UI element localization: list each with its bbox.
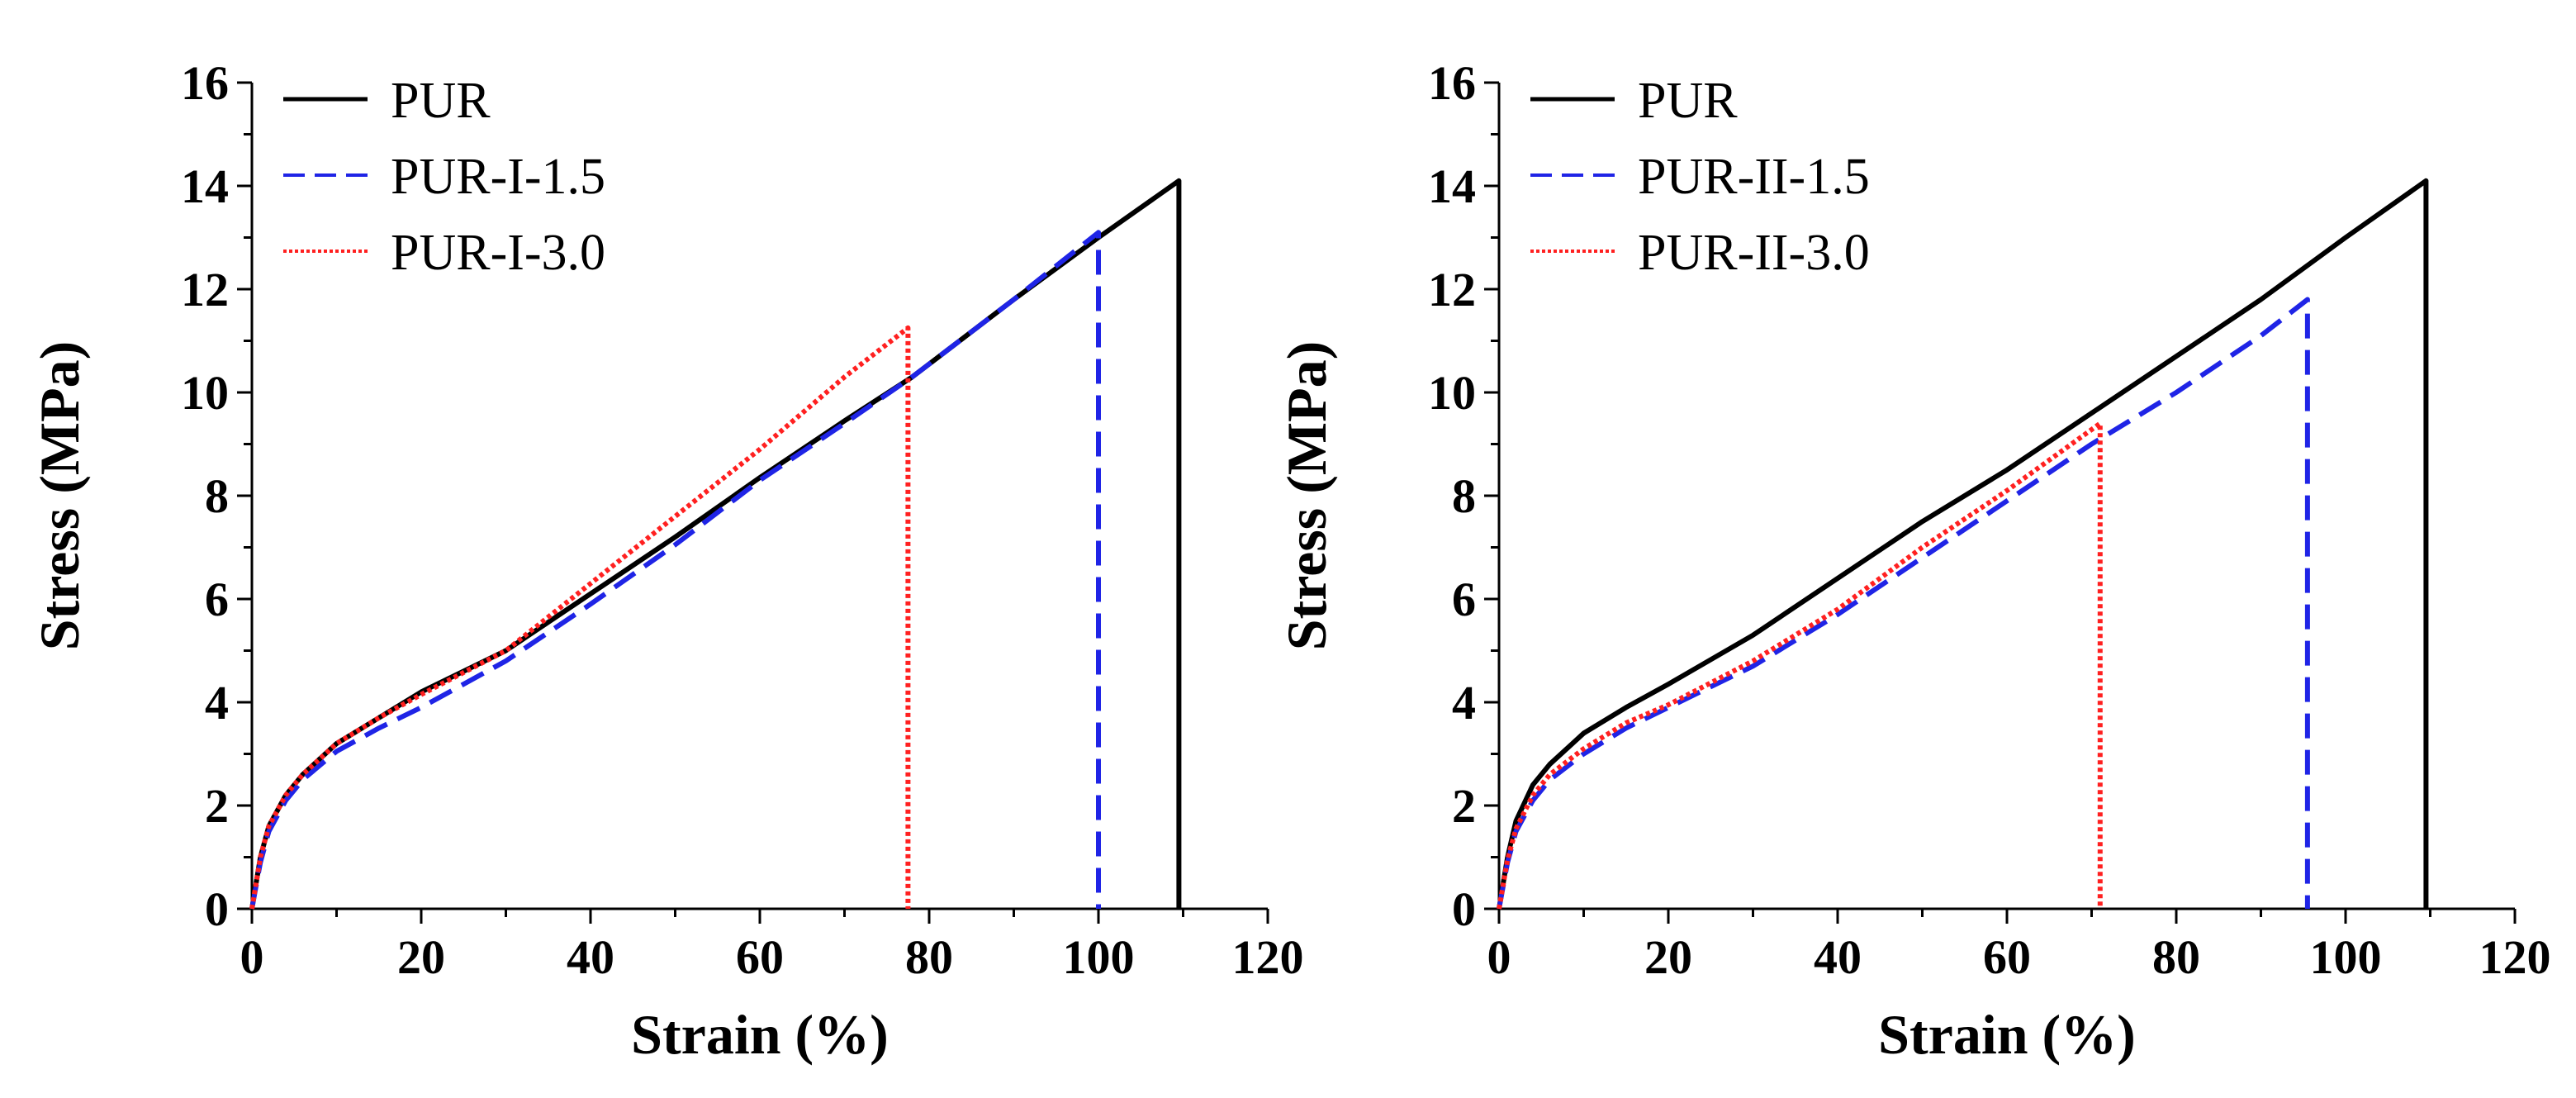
y-tick-label: 4 [1452, 676, 1476, 730]
x-tick-label: 20 [397, 930, 445, 984]
x-axis-title: Strain (%) [631, 1003, 889, 1066]
y-axis-title: Stress (MPa) [28, 341, 91, 651]
y-tick-label: 2 [1452, 779, 1476, 833]
series-line-pur [249, 178, 1182, 910]
series-line-pur-i-1.5 [249, 230, 1101, 910]
y-tick-label: 16 [181, 56, 229, 110]
y-tick-label: 2 [205, 779, 229, 833]
x-tick-label: 120 [2479, 930, 2551, 984]
y-tick-label: 12 [1428, 263, 1476, 316]
y-tick-label: 16 [1428, 56, 1476, 110]
series-line-pur-i-3.0 [249, 325, 911, 910]
y-tick-label: 4 [205, 676, 229, 730]
x-tick-label: 40 [567, 930, 614, 984]
x-tick-label: 80 [905, 930, 953, 984]
y-tick-label: 6 [205, 573, 229, 626]
y-tick-label: 6 [1452, 573, 1476, 626]
y-tick-label: 14 [181, 159, 229, 213]
x-tick-label: 120 [1232, 930, 1304, 984]
legend-label: PUR-I-3.0 [391, 225, 605, 281]
x-tick-label: 0 [240, 930, 264, 984]
x-tick-label: 80 [2152, 930, 2200, 984]
x-tick-label: 100 [1063, 930, 1135, 984]
x-tick-label: 100 [2310, 930, 2382, 984]
y-tick-label: 8 [205, 469, 229, 523]
y-tick-label: 0 [205, 882, 229, 936]
x-tick-label: 60 [736, 930, 784, 984]
series-line-pur-ii-3.0 [1497, 421, 2103, 910]
y-tick-label: 10 [1428, 366, 1476, 420]
chart-left: 0 20 40 60 80 100 120 0 2 4 6 8 10 12 14 16 Strain (%) St… [28, 56, 1304, 1066]
legend-label: PUR-II-1.5 [1638, 149, 1870, 205]
y-tick-label: 10 [181, 366, 229, 420]
series-line-pur-ii-1.5 [1497, 297, 2310, 910]
legend-label: PUR [1638, 73, 1738, 129]
chart-right: 0 20 40 60 80 100 120 0 2 4 6 8 10 12 14 16 Strain (%) St… [1275, 56, 2551, 1066]
x-tick-label: 40 [1814, 930, 1862, 984]
x-axis-title: Strain (%) [1878, 1003, 2136, 1066]
y-tick-label: 12 [181, 263, 229, 316]
x-tick-label: 20 [1644, 930, 1692, 984]
y-tick-label: 14 [1428, 159, 1476, 213]
y-axis-title: Stress (MPa) [1275, 341, 1338, 651]
y-tick-label: 8 [1452, 469, 1476, 523]
x-tick-label: 0 [1487, 930, 1511, 984]
series-line-pur [1497, 178, 2429, 910]
y-tick-label: 0 [1452, 882, 1476, 936]
legend-label: PUR [391, 73, 491, 129]
legend-label: PUR-II-3.0 [1638, 225, 1870, 281]
x-tick-label: 60 [1983, 930, 2031, 984]
legend-label: PUR-I-1.5 [391, 149, 605, 205]
